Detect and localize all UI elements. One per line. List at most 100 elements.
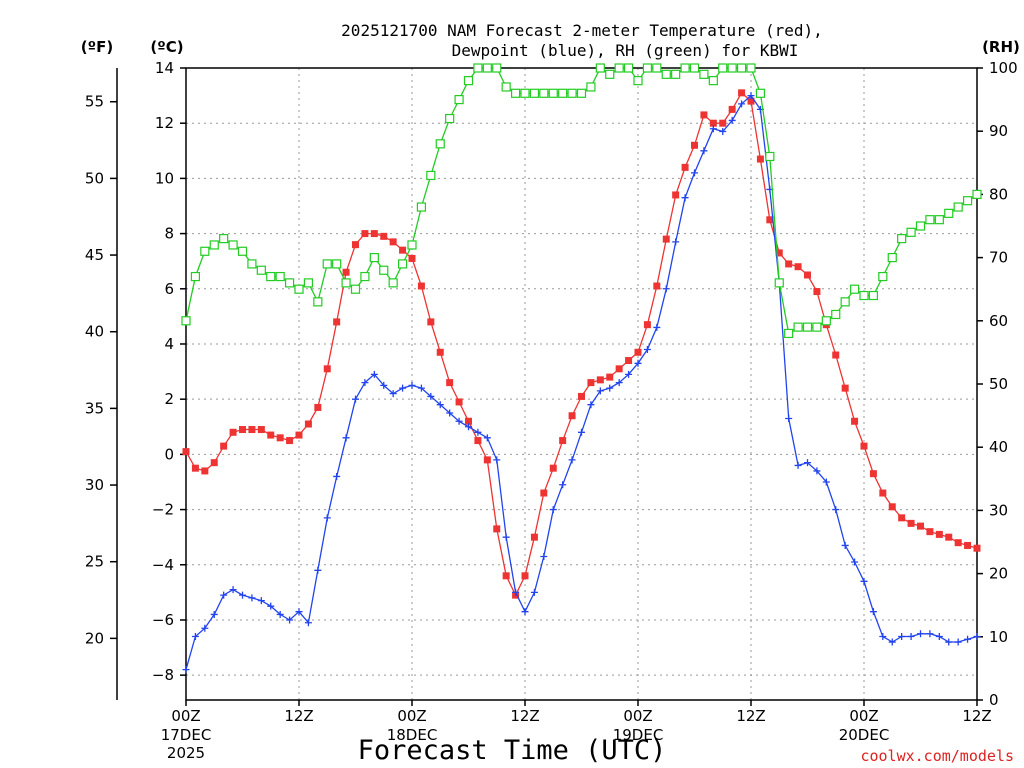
rh-point <box>755 88 766 98</box>
dewpoint-point <box>248 594 256 602</box>
temperature-point <box>540 489 548 497</box>
temperature-point <box>370 230 378 238</box>
rh-point <box>972 189 982 199</box>
rh-point <box>482 63 492 73</box>
temperature-point <box>653 282 661 290</box>
rh-point <box>492 63 502 73</box>
rh-point <box>256 265 266 275</box>
fahrenheit-tick-label: 40 <box>85 323 104 341</box>
rh-point <box>332 259 342 269</box>
celsius-tick-label: 14 <box>155 59 174 77</box>
celsius-tick-label: −2 <box>152 501 174 519</box>
celsius-tick-label: 0 <box>164 445 174 463</box>
rh-point <box>614 63 624 73</box>
rh-point <box>576 88 587 98</box>
dewpoint-point <box>455 417 463 425</box>
temperature-point <box>530 533 538 541</box>
temperature-point <box>662 235 670 243</box>
rh-point <box>699 69 709 79</box>
dewpoint-point <box>295 608 303 616</box>
dewpoint-point <box>709 125 717 133</box>
temperature-point <box>474 437 482 445</box>
temperature-point <box>785 260 793 268</box>
rh-tick-label: 40 <box>989 438 1008 456</box>
rh-tick-label: 50 <box>989 375 1008 393</box>
dewpoint-point <box>954 638 962 646</box>
temperature-point <box>747 97 755 105</box>
dewpoint-point <box>653 323 661 331</box>
dewpoint-point <box>267 602 275 610</box>
dewpoint-point <box>832 506 840 514</box>
dewpoint-point <box>540 552 548 560</box>
temperature-point <box>634 348 642 356</box>
temperature-point <box>898 514 906 522</box>
dewpoint-point <box>239 591 246 599</box>
x-tick-label: 00Z <box>171 707 200 725</box>
chart-title-line-2: Dewpoint (blue), RH (green) for KBWI <box>452 41 799 60</box>
rh-axis-ticks: 0 10 20 30 40 50 60 70 80 90 100 <box>977 59 1018 709</box>
temperature-point <box>191 464 199 472</box>
x-axis-title: Forecast Time (UTC) <box>358 735 667 766</box>
rh-point <box>661 69 671 79</box>
dewpoint-series <box>182 92 981 674</box>
temperature-point <box>643 321 651 329</box>
dewpoint-point <box>257 597 265 605</box>
rh-point <box>181 316 191 326</box>
rh-point <box>727 63 737 73</box>
rh-point <box>426 170 436 181</box>
dewpoint-point <box>747 92 755 100</box>
x-date-label: 20DEC <box>839 726 890 744</box>
x-date-label: 19DEC <box>613 726 664 744</box>
dewpoint-point <box>342 434 350 442</box>
rh-point <box>247 259 257 269</box>
temperature-point <box>841 384 849 392</box>
grid-lines <box>186 68 977 700</box>
dewpoint-point <box>672 238 680 246</box>
rh-point <box>209 240 219 250</box>
celsius-tick-label: 2 <box>164 390 174 408</box>
temperature-point <box>615 365 623 373</box>
dewpoint-point <box>700 147 708 155</box>
rh-point <box>388 278 398 288</box>
x-tick-label: 00Z <box>849 707 878 725</box>
temperature-point <box>210 459 218 467</box>
dewpoint-point <box>973 633 981 641</box>
rh-point <box>219 234 229 244</box>
dewpoint-point <box>182 666 190 674</box>
dewpoint-point <box>907 633 915 641</box>
rh-point <box>623 63 634 73</box>
rh-point <box>718 63 728 73</box>
x-tick-label: 12Z <box>736 707 765 725</box>
rh-point <box>849 284 860 294</box>
dewpoint-point <box>530 588 538 596</box>
dewpoint-point <box>615 379 623 387</box>
temperature-point <box>813 288 821 296</box>
fahrenheit-tick-label: 30 <box>85 476 104 494</box>
rh-point <box>878 271 888 282</box>
temperature-point <box>361 230 369 238</box>
dewpoint-point <box>286 616 294 624</box>
dewpoint-point <box>323 514 331 522</box>
rh-point <box>746 63 756 73</box>
temperature-point <box>860 442 868 450</box>
dewpoint-point <box>888 638 896 646</box>
dewpoint-point <box>399 384 407 392</box>
dewpoint-point <box>606 384 614 392</box>
temperature-point <box>945 533 953 541</box>
rh-series <box>181 63 982 339</box>
rh-point <box>671 69 681 79</box>
temperature-point <box>323 365 331 373</box>
rh-point <box>473 63 483 73</box>
temperature-point <box>869 470 877 478</box>
celsius-tick-label: −4 <box>152 556 174 574</box>
celsius-tick-label: 10 <box>155 169 174 187</box>
rh-point <box>586 82 596 92</box>
rh-point <box>463 76 474 86</box>
dewpoint-point <box>389 390 397 398</box>
temperature-point <box>427 318 435 326</box>
rh-point <box>821 316 831 326</box>
dewpoint-point <box>662 285 670 293</box>
rh-point <box>736 63 747 73</box>
